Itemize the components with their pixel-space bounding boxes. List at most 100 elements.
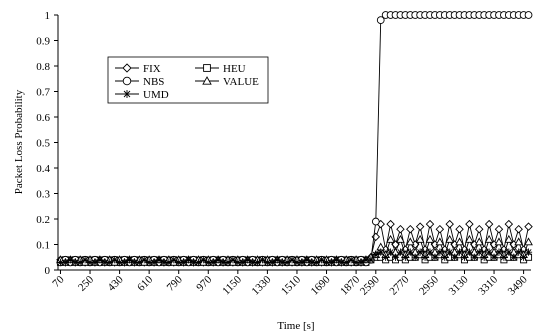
legend-entry-value: VALUE [195, 76, 259, 88]
data-point-umd [322, 258, 331, 266]
data-point-umd [278, 258, 286, 266]
x-tick-label: 2590 [358, 273, 382, 297]
data-point-value [445, 234, 455, 243]
data-point-umd [313, 258, 321, 266]
data-point-umd [115, 258, 124, 266]
legend-marker-nbs [122, 76, 132, 86]
x-tick-label: 2770 [387, 273, 411, 297]
x-tick-label: 70 [50, 273, 67, 290]
data-point-umd [391, 253, 400, 261]
legend-label-value: VALUE [223, 76, 259, 88]
data-point-umd [524, 248, 533, 256]
data-point-umd [273, 256, 281, 264]
y-tick-label: 0.9 [36, 36, 50, 48]
data-point-umd [352, 258, 360, 266]
data-point-umd [219, 258, 227, 266]
data-point-umd [175, 258, 183, 266]
y-axis-title: Packet Loss Probability [13, 89, 25, 194]
data-point-umd [455, 248, 464, 256]
data-point-umd [81, 256, 89, 264]
data-point-umd [515, 248, 523, 256]
data-point-value [405, 237, 415, 246]
legend-label-heu: HEU [223, 63, 246, 75]
data-point-umd [308, 258, 316, 266]
data-point-umd [377, 248, 385, 256]
y-tick-label: 1 [45, 10, 51, 22]
data-point-value [415, 234, 425, 243]
data-point-umd [401, 253, 409, 261]
data-point-fix [494, 224, 504, 234]
data-point-umd [500, 253, 508, 261]
data-point-umd [199, 256, 207, 264]
data-point-umd [224, 258, 232, 266]
data-point-value [465, 234, 474, 243]
legend-entry-umd: UMD [115, 89, 169, 101]
y-tick-label: 0.7 [36, 87, 50, 99]
series-umd [56, 248, 533, 266]
legend-marker-heu [203, 64, 211, 72]
data-point-umd [189, 258, 198, 266]
data-point-umd [184, 256, 193, 264]
data-point-umd [431, 253, 439, 261]
data-point-umd [382, 253, 390, 261]
data-point-umd [150, 258, 158, 266]
data-point-umd [204, 258, 212, 266]
data-point-value [504, 234, 514, 243]
data-point-umd [130, 258, 138, 266]
series-layer [56, 11, 533, 267]
y-tick-label: 0.2 [36, 214, 50, 226]
y-tick-label: 0.4 [36, 163, 50, 175]
data-point-umd [209, 258, 217, 266]
x-tick-label: 1870 [338, 273, 362, 297]
data-point-umd [505, 248, 513, 256]
x-tick-label: 3310 [476, 273, 500, 297]
data-point-umd [520, 253, 528, 261]
data-point-fix [396, 224, 405, 234]
data-point-umd [140, 256, 148, 264]
data-point-umd [372, 251, 380, 259]
data-point-umd [406, 248, 414, 256]
data-point-nbs [371, 217, 380, 226]
data-point-umd [160, 258, 168, 266]
data-point-fix [455, 224, 464, 234]
data-point-umd [214, 256, 222, 264]
data-point-umd [120, 258, 129, 266]
data-point-umd [327, 258, 336, 266]
data-point-fix [386, 219, 395, 229]
data-point-umd [106, 258, 114, 266]
x-tick-label: 430 [106, 273, 127, 294]
data-point-umd [347, 256, 355, 264]
legend-label-nbs: NBS [143, 76, 164, 88]
legend-entry-heu: HEU [195, 63, 246, 75]
y-tick-label: 0.3 [36, 189, 50, 201]
data-point-umd [239, 258, 247, 266]
data-point-umd [283, 258, 291, 266]
data-point-umd [470, 253, 478, 261]
data-point-umd [337, 258, 345, 266]
data-point-umd [229, 256, 237, 264]
data-point-umd [249, 258, 257, 266]
x-tick-label: 1330 [249, 273, 273, 297]
data-point-fix [484, 219, 494, 229]
data-point-fix [524, 222, 533, 231]
data-point-value [524, 237, 533, 246]
data-point-umd [253, 258, 262, 266]
x-tick-label: 1150 [220, 273, 244, 297]
data-point-umd [258, 256, 267, 264]
y-axis: 0 0.1 0.2 0.3 0.4 0.5 0.6 0.7 0.8 0.9 1 [36, 10, 58, 277]
data-point-umd [180, 258, 188, 266]
x-tick-label: 3490 [506, 273, 530, 297]
data-point-value [514, 237, 524, 246]
data-point-umd [288, 256, 296, 264]
x-tick-label: 790 [165, 273, 186, 294]
data-point-umd [165, 258, 173, 266]
legend-box [107, 56, 269, 104]
data-point-umd [56, 258, 65, 266]
data-point-value [484, 234, 494, 243]
data-point-umd [96, 256, 104, 264]
data-point-umd [490, 253, 498, 261]
data-point-nbs [376, 16, 385, 24]
y-tick-label: 0.6 [36, 112, 50, 124]
data-point-umd [135, 258, 143, 266]
